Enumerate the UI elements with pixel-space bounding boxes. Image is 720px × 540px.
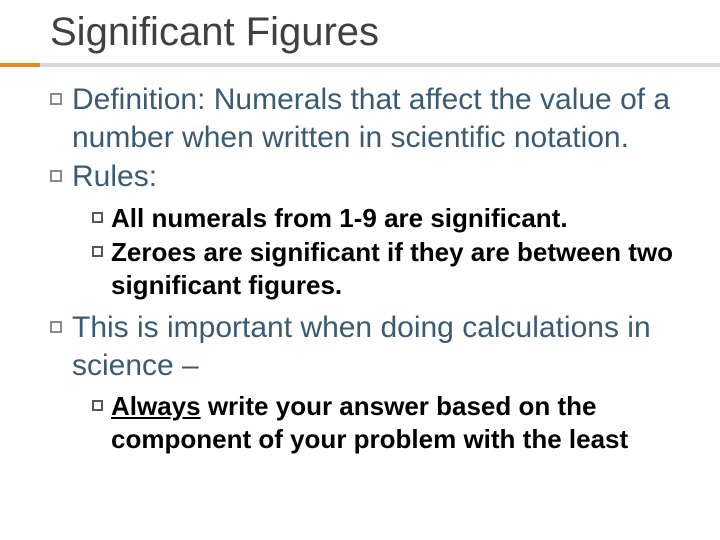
square-bullet-icon [50, 93, 62, 105]
bullet-text: Definition: Numerals that affect the val… [72, 81, 680, 156]
bullet-text: This is important when doing calculation… [72, 309, 680, 384]
square-bullet-icon [50, 170, 62, 182]
square-bullet-icon [92, 246, 103, 257]
sub-list-container: Always write your answer based on the co… [50, 390, 680, 455]
sub-list-container: All numerals from 1-9 are significant. Z… [50, 202, 680, 302]
square-bullet-icon [92, 212, 103, 223]
list-item: Definition: Numerals that affect the val… [50, 81, 680, 156]
bullet-text: Rules: [72, 158, 157, 196]
sub-text: All numerals from 1-9 are significant. [111, 202, 568, 235]
accent-bar [0, 63, 720, 67]
content-area: Definition: Numerals that affect the val… [0, 67, 720, 455]
square-bullet-icon [50, 321, 62, 333]
list-item: Always write your answer based on the co… [92, 390, 680, 455]
sub-list: All numerals from 1-9 are significant. Z… [50, 202, 680, 302]
sub-list: Always write your answer based on the co… [50, 390, 680, 455]
title-area: Significant Figures [0, 0, 720, 61]
bullet-list: Definition: Numerals that affect the val… [50, 81, 680, 455]
list-item: All numerals from 1-9 are significant. [92, 202, 680, 235]
sub-text: Always write your answer based on the co… [111, 390, 680, 455]
square-bullet-icon [92, 400, 103, 411]
slide-title: Significant Figures [50, 10, 720, 55]
slide: Significant Figures Definition: Numerals… [0, 0, 720, 540]
list-item: Rules: [50, 158, 680, 196]
underlined-lead: Always [111, 391, 201, 421]
sub-text: Zeroes are significant if they are betwe… [111, 236, 680, 301]
list-item: This is important when doing calculation… [50, 309, 680, 384]
list-item: Zeroes are significant if they are betwe… [92, 236, 680, 301]
